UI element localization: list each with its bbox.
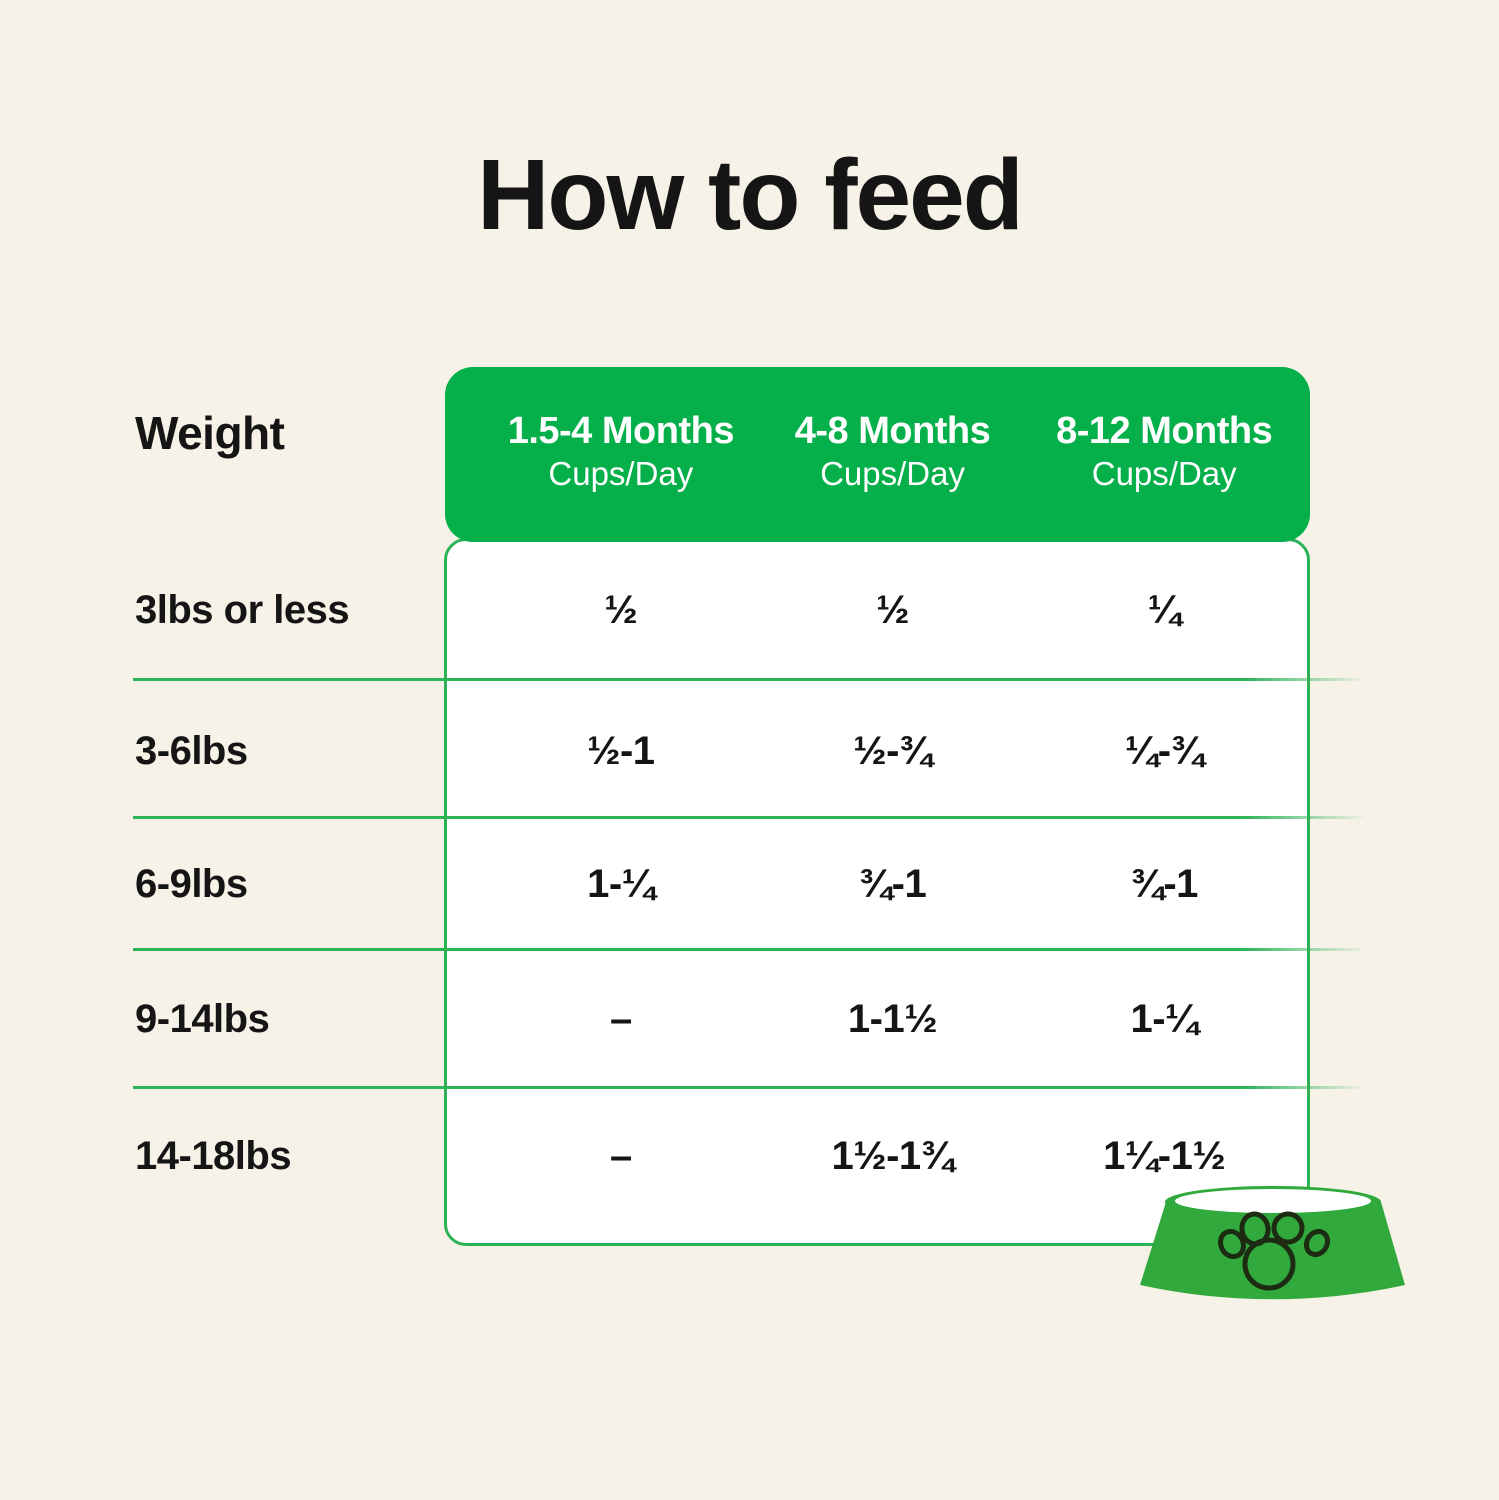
feeding-value-cell: ¼-¾ <box>1124 729 1204 773</box>
age-column-header-2: 4-8 Months Cups/Day <box>757 409 1029 495</box>
cups-per-day-label: Cups/Day <box>548 454 694 492</box>
weight-column-header: Weight <box>135 407 285 459</box>
feeding-value-cell: ¾-1 <box>858 862 927 906</box>
feeding-value-cell: 1-¼ <box>587 862 655 906</box>
table-row: – 1½-1¾ 1¼-1½ <box>445 1126 1310 1186</box>
feeding-value-cell: ½-¾ <box>853 729 932 773</box>
dog-bowl-icon <box>1140 1186 1405 1300</box>
paw-print-icon <box>1218 1211 1331 1291</box>
feeding-value-cell: 1¼-1½ <box>1103 1134 1226 1178</box>
feeding-value-cell: 1½-1¾ <box>831 1134 954 1178</box>
cups-per-day-label: Cups/Day <box>820 454 965 492</box>
age-range-label: 8-12 Months <box>1056 409 1273 452</box>
table-row: ½ ½ ¼ <box>445 580 1310 640</box>
table-row: – 1-1½ 1-¼ <box>445 989 1310 1049</box>
age-range-label: 4-8 Months <box>794 409 991 452</box>
row-divider <box>133 1086 1367 1089</box>
weight-row-label: 3lbs or less <box>135 588 350 632</box>
age-column-header-1: 1.5-4 Months Cups/Day <box>485 409 757 495</box>
feeding-value-cell: – <box>609 997 632 1041</box>
bowl-interior <box>1175 1189 1371 1213</box>
row-divider <box>133 678 1367 681</box>
feeding-value-cell: ½-1 <box>587 729 655 773</box>
bowl-body <box>1140 1202 1405 1300</box>
table-row: 1-¼ ¾-1 ¾-1 <box>445 854 1310 914</box>
feeding-value-cell: ¼ <box>1147 588 1181 632</box>
row-divider <box>133 948 1367 951</box>
weight-row-label: 14-18lbs <box>135 1134 292 1178</box>
age-column-header-3: 8-12 Months Cups/Day <box>1028 409 1300 495</box>
feeding-value-cell: ½ <box>876 588 909 632</box>
table-header: 1.5-4 Months Cups/Day 4-8 Months Cups/Da… <box>445 367 1310 542</box>
weight-row-label: 9-14lbs <box>135 997 270 1041</box>
age-range-label: 1.5-4 Months <box>507 409 735 452</box>
weight-row-label: 3-6lbs <box>135 729 248 773</box>
feeding-value-cell: 1-¼ <box>1130 997 1198 1041</box>
cups-per-day-label: Cups/Day <box>1091 454 1237 492</box>
feeding-table-body <box>444 538 1310 1246</box>
row-divider <box>133 816 1367 819</box>
page-title: How to feed <box>477 139 1024 251</box>
table-row: ½-1 ½-¾ ¼-¾ <box>445 721 1310 781</box>
weight-row-label: 6-9lbs <box>135 862 248 906</box>
feeding-value-cell: ¾-1 <box>1130 862 1198 906</box>
feeding-value-cell: ½ <box>604 588 638 632</box>
feeding-value-cell: 1-1½ <box>847 997 938 1041</box>
feeding-value-cell: – <box>609 1134 632 1178</box>
